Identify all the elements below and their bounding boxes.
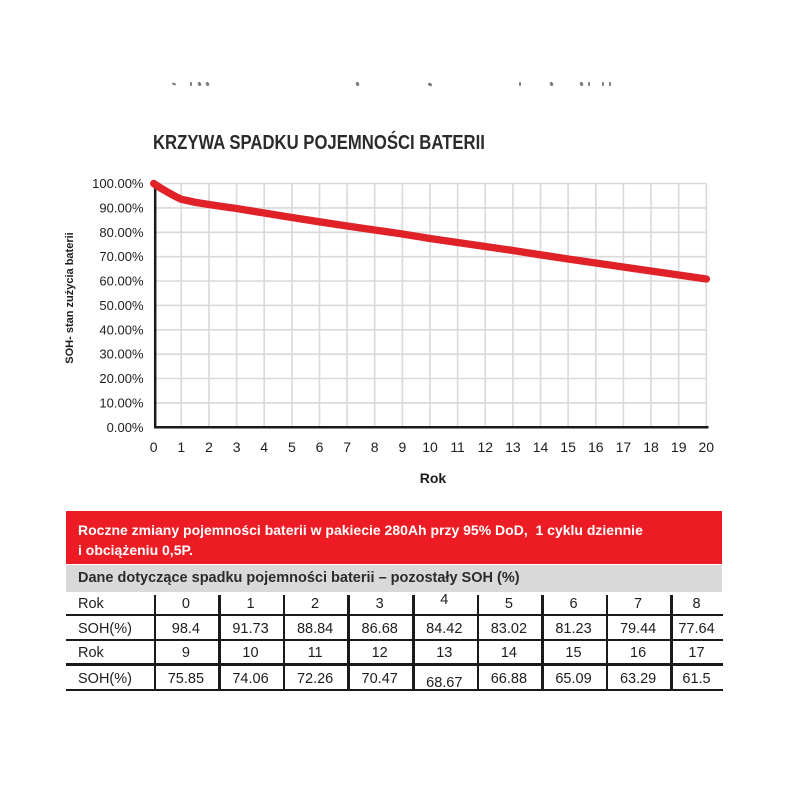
svg-text:13: 13 — [505, 439, 521, 455]
svg-text:7: 7 — [343, 439, 351, 455]
svg-text:3: 3 — [233, 439, 241, 455]
svg-text:14: 14 — [533, 439, 549, 455]
svg-text:70.00%: 70.00% — [99, 249, 144, 264]
svg-text:30.00%: 30.00% — [99, 347, 144, 362]
svg-text:50.00%: 50.00% — [99, 298, 144, 313]
svg-text:16: 16 — [588, 439, 604, 455]
svg-text:19: 19 — [671, 439, 687, 455]
svg-text:18: 18 — [643, 439, 659, 455]
svg-text:17: 17 — [616, 439, 632, 455]
svg-text:90.00%: 90.00% — [99, 200, 144, 215]
svg-text:4: 4 — [260, 439, 268, 455]
svg-text:SOH- stan zużycia baterii: SOH- stan zużycia baterii — [64, 232, 76, 363]
svg-text:40.00%: 40.00% — [99, 322, 144, 337]
svg-text:Rok: Rok — [420, 470, 447, 486]
svg-text:10: 10 — [422, 439, 438, 455]
svg-text:5: 5 — [288, 439, 296, 455]
svg-text:20.00%: 20.00% — [99, 371, 144, 386]
svg-text:8: 8 — [371, 439, 379, 455]
svg-text:12: 12 — [478, 439, 494, 455]
svg-text:60.00%: 60.00% — [99, 274, 144, 289]
svg-text:100.00%: 100.00% — [92, 176, 144, 191]
svg-text:0: 0 — [150, 439, 158, 455]
svg-text:20: 20 — [699, 439, 715, 455]
svg-text:10.00%: 10.00% — [99, 395, 144, 410]
svg-text:11: 11 — [450, 439, 465, 455]
svg-text:1: 1 — [177, 439, 185, 455]
svg-text:6: 6 — [316, 439, 324, 455]
svg-text:2: 2 — [205, 439, 213, 455]
svg-text:15: 15 — [560, 439, 576, 455]
svg-text:80.00%: 80.00% — [99, 225, 144, 240]
svg-text:9: 9 — [399, 439, 407, 455]
svg-text:0.00%: 0.00% — [107, 420, 144, 435]
